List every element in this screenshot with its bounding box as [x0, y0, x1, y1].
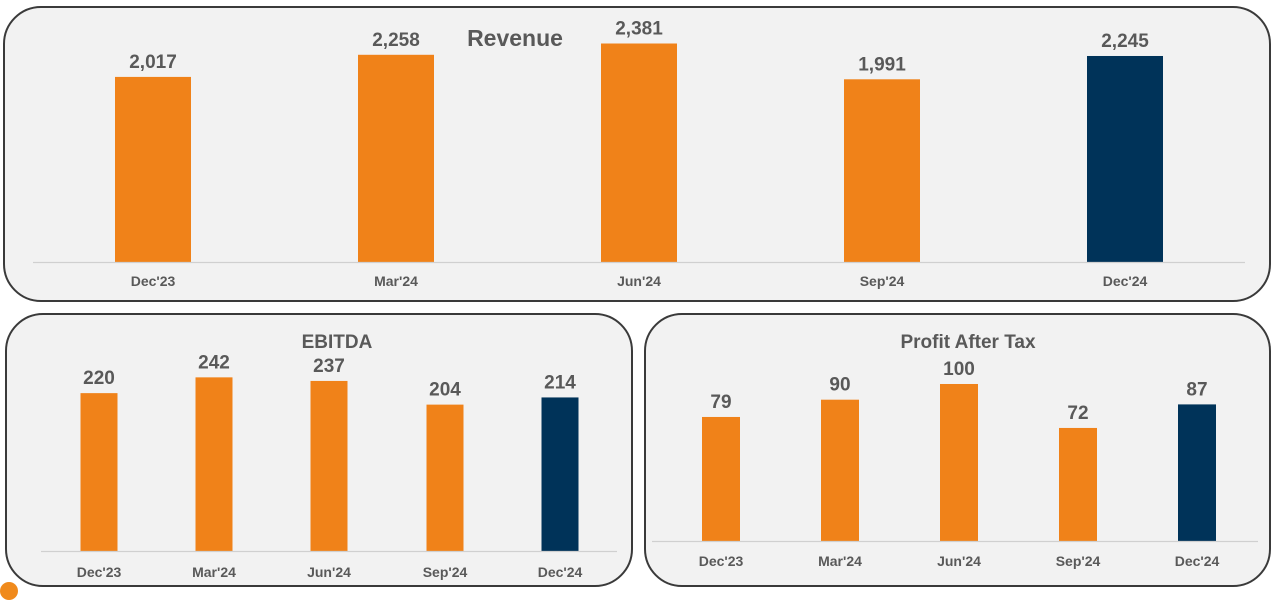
revenue-category-label-3: Jun'24: [617, 273, 661, 289]
ebitda-value-label-2: 242: [198, 352, 230, 373]
ebitda-category-label-1: Dec'23: [77, 564, 122, 580]
ebitda-bar-4: [426, 404, 464, 551]
revenue-value-label-2: 2,258: [372, 30, 420, 51]
pat-chart-title: Profit After Tax: [900, 332, 1036, 353]
revenue-bar-2: [358, 54, 434, 263]
revenue-chart: Revenue 2,017 Dec'23 2,258 Mar'24 2,381 Jun'24…: [33, 19, 1245, 289]
ebitda-category-label-2: Mar'24: [192, 564, 236, 580]
pat-category-label-4: Sep'24: [1056, 553, 1101, 569]
pat-value-label-1: 79: [710, 392, 731, 413]
pat-value-label-5: 87: [1186, 379, 1207, 400]
revenue-bar-5: [1087, 55, 1163, 262]
revenue-bar-3: [601, 43, 677, 262]
ebitda-category-label-4: Sep'24: [423, 564, 468, 580]
revenue-category-label-1: Dec'23: [131, 273, 176, 289]
ebitda-bar-1: [80, 393, 118, 551]
pat-category-label-2: Mar'24: [818, 553, 862, 569]
ebitda-category-label-5: Dec'24: [538, 564, 583, 580]
pat-category-label-5: Dec'24: [1175, 553, 1220, 569]
pat-bar-1: [702, 416, 740, 541]
pat-bar-2: [821, 399, 859, 541]
revenue-value-label-3: 2,381: [615, 19, 663, 40]
revenue-chart-panel: Revenue 2,017 Dec'23 2,258 Mar'24 2,381 Jun'24…: [3, 6, 1271, 302]
revenue-bar-4: [844, 79, 920, 262]
pat-value-label-4: 72: [1067, 403, 1088, 424]
revenue-value-label-1: 2,017: [129, 52, 177, 73]
ebitda-value-label-5: 214: [544, 372, 576, 393]
ebitda-category-label-3: Jun'24: [307, 564, 351, 580]
ebitda-bar-3: [310, 380, 348, 551]
ebitda-value-label-1: 220: [83, 368, 115, 389]
revenue-bar-1: [115, 76, 191, 263]
profit-after-tax-chart: Profit After Tax 79 Dec'23 90 Mar'24 100 Jun'2…: [652, 332, 1258, 569]
pat-value-label-3: 100: [943, 359, 975, 380]
ebitda-bar-2: [195, 377, 233, 551]
ebitda-chart: EBITDA 220 Dec'23 242 Mar'24 237 Jun'24 204 Sep'…: [41, 332, 617, 580]
revenue-value-label-5: 2,245: [1101, 31, 1149, 52]
logo-fragment-icon: [0, 582, 18, 600]
pat-category-label-3: Jun'24: [937, 553, 981, 569]
revenue-chart-title: Revenue: [467, 25, 563, 51]
revenue-category-label-4: Sep'24: [860, 273, 905, 289]
pat-value-label-2: 90: [829, 375, 850, 396]
ebitda-value-label-3: 237: [313, 356, 345, 377]
pat-category-label-1: Dec'23: [699, 553, 744, 569]
profit-after-tax-chart-panel: Profit After Tax 79 Dec'23 90 Mar'24 100 Jun'2…: [644, 313, 1271, 587]
ebitda-bar-5: [541, 397, 579, 551]
revenue-value-label-4: 1,991: [858, 54, 906, 75]
revenue-category-label-5: Dec'24: [1103, 273, 1148, 289]
ebitda-chart-panel: EBITDA 220 Dec'23 242 Mar'24 237 Jun'24 204 Sep'…: [5, 313, 633, 587]
ebitda-chart-title: EBITDA: [302, 332, 373, 353]
ebitda-value-label-4: 204: [429, 380, 461, 401]
pat-bar-4: [1059, 427, 1097, 541]
pat-bar-5: [1178, 404, 1216, 541]
pat-bar-3: [940, 383, 978, 541]
revenue-category-label-2: Mar'24: [374, 273, 418, 289]
